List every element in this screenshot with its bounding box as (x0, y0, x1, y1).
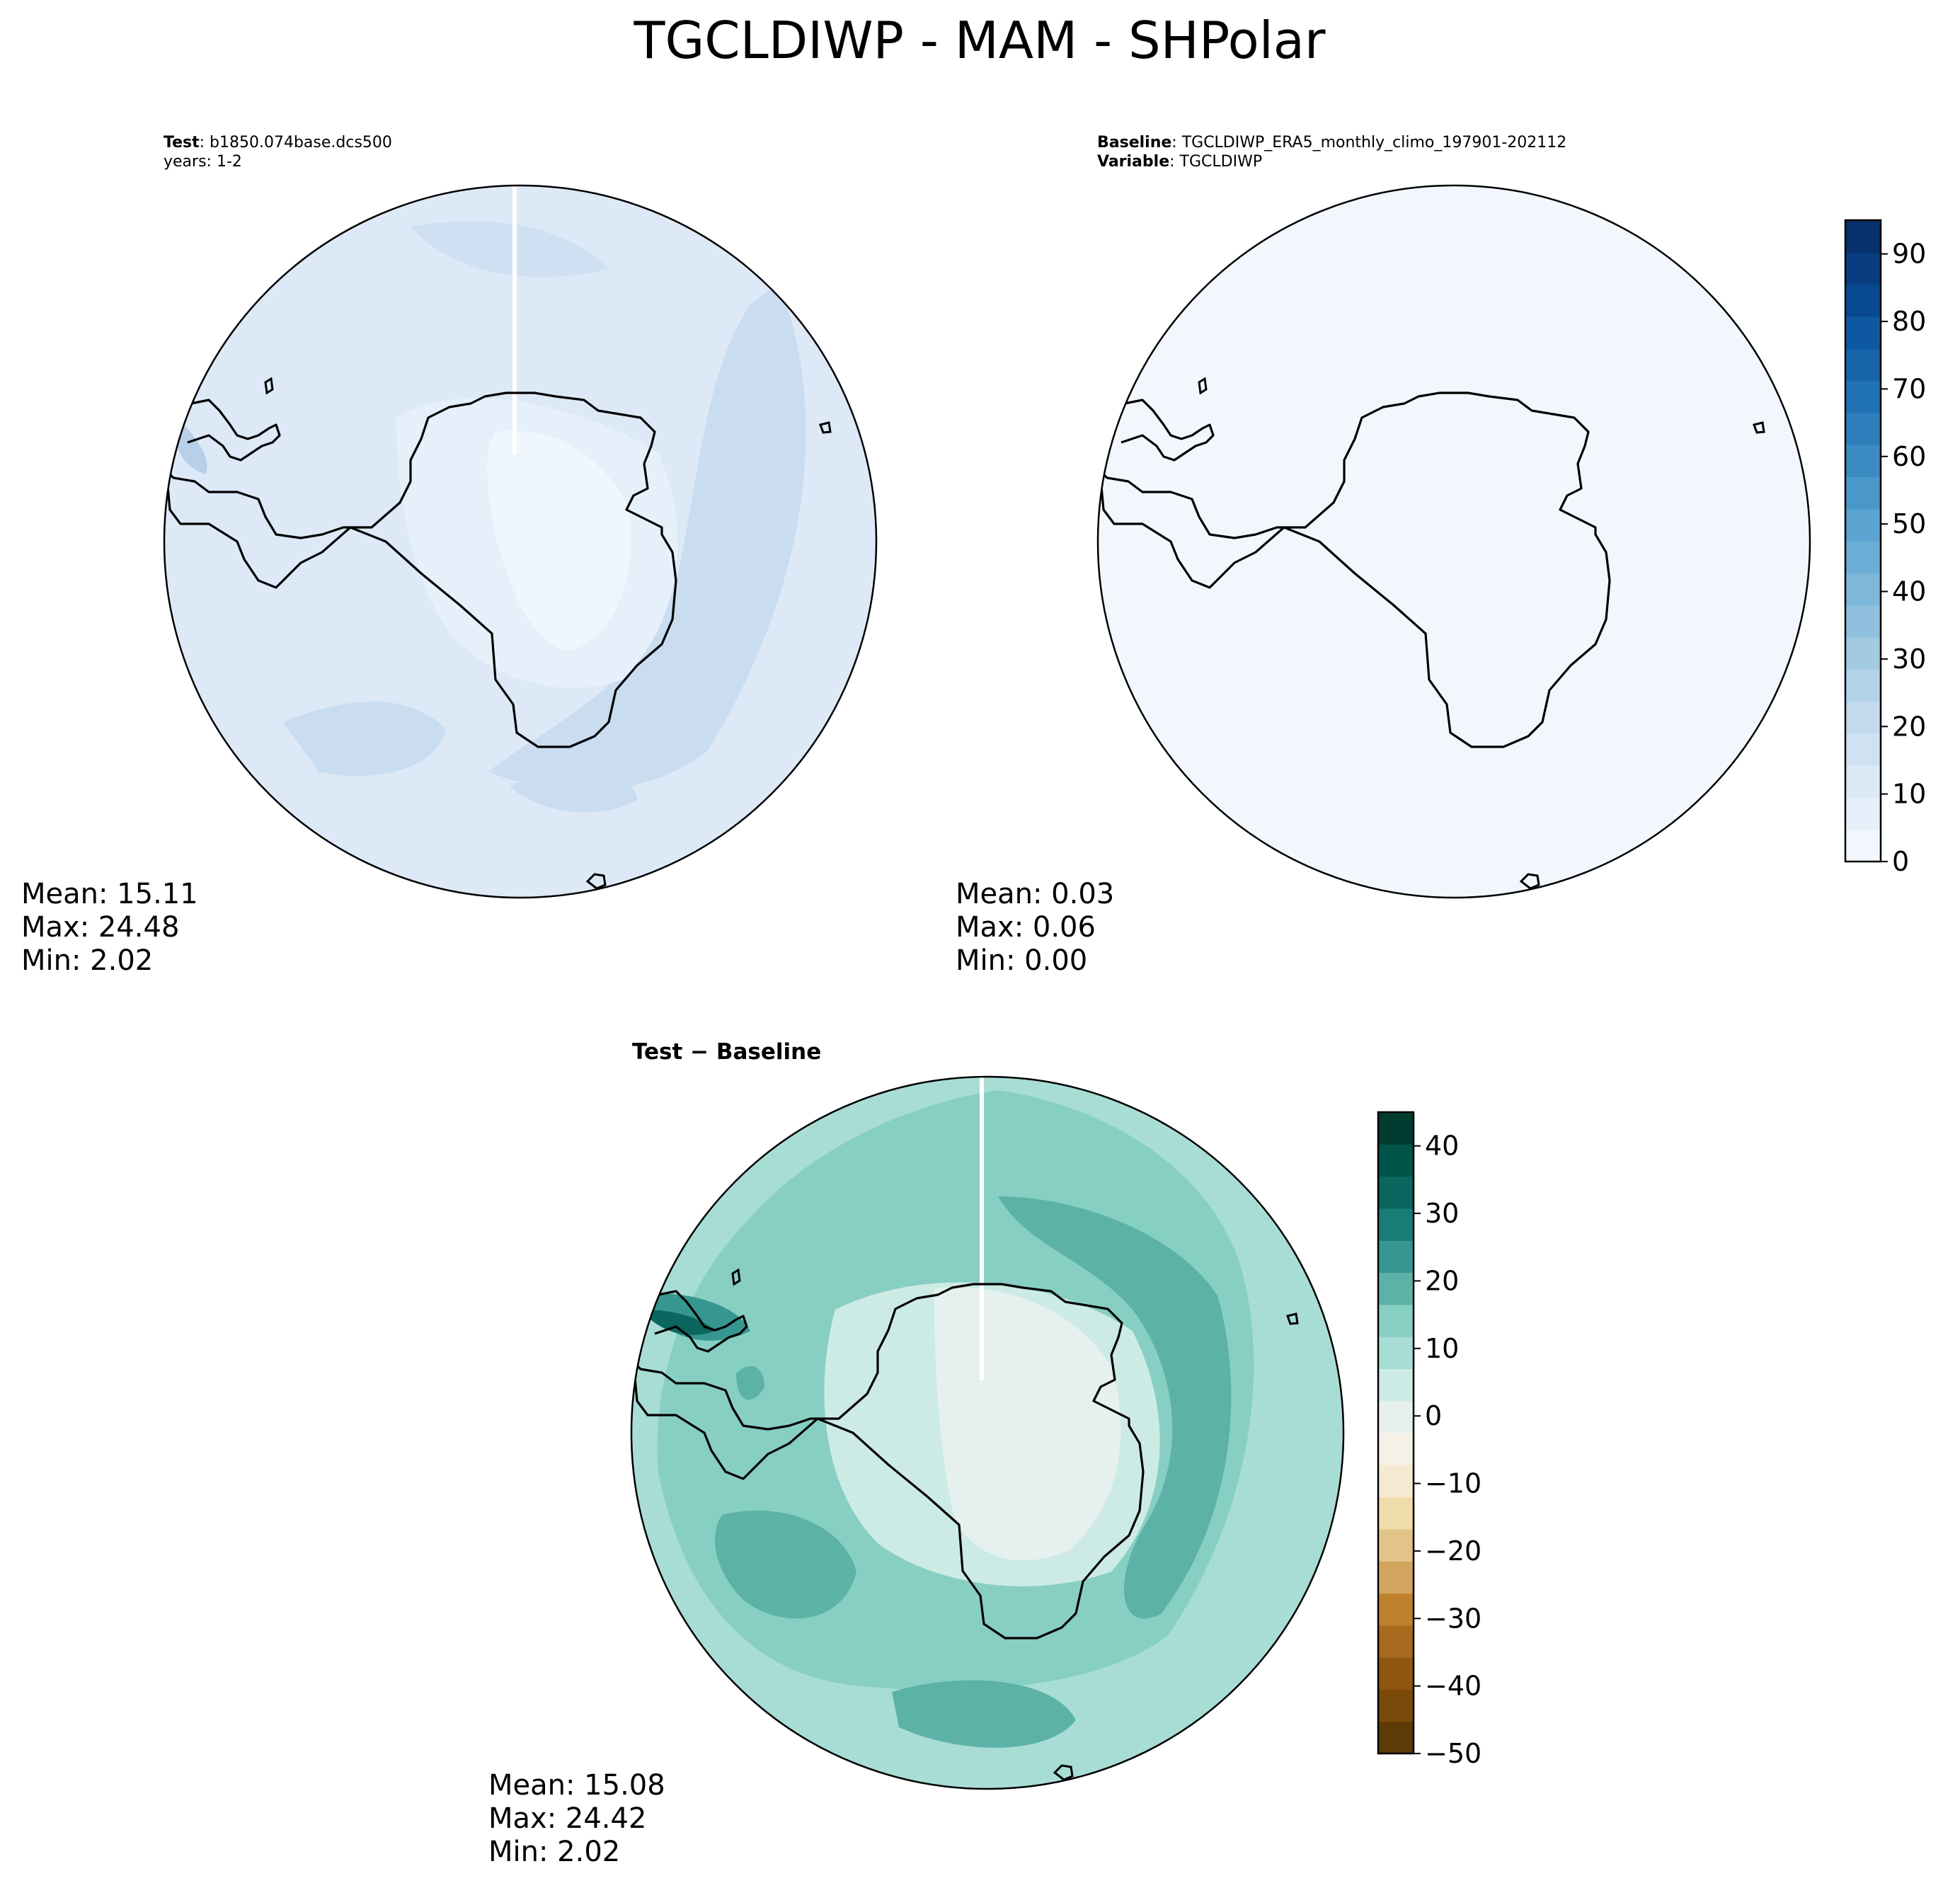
blues-colorbar-segment (1845, 476, 1881, 510)
test-sep: : (200, 134, 210, 151)
blues-colorbar-segment (1845, 348, 1881, 382)
test-years: years: 1-2 (164, 153, 242, 171)
test-label: Test (164, 134, 200, 151)
blues-colorbar-segment (1845, 541, 1881, 573)
brbg-colorbar-segment (1378, 1368, 1414, 1402)
blues-colorbar-segment (1845, 284, 1881, 317)
blues-colorbar-segment (1845, 573, 1881, 606)
test-min: Min: 2.02 (21, 944, 153, 977)
brbg-colorbar-segment (1378, 1593, 1414, 1626)
diff-header: Test − Baseline (632, 1039, 821, 1065)
diff-map (630, 1075, 1345, 1790)
blues-colorbar-segment (1845, 605, 1881, 638)
baseline-header-line1: Baseline: TGCLDIWP_ERA5_monthly_climo_19… (1097, 134, 1566, 151)
blues-colorbar-tick-label: 40 (1892, 576, 1926, 607)
baseline-variable-value: TGCLDIWP (1179, 153, 1263, 171)
brbg-colorbar-segment (1378, 1112, 1414, 1145)
diff-min: Min: 2.02 (488, 1836, 620, 1868)
brbg-colorbar-tick-label: 40 (1425, 1131, 1459, 1162)
blues-colorbar-segment (1845, 636, 1881, 670)
blues-colorbar-tick-label: 20 (1892, 711, 1926, 742)
blues-colorbar-segment (1845, 733, 1881, 766)
diff-map-fill (631, 1077, 1343, 1789)
brbg-colorbar-segment (1378, 1176, 1414, 1209)
blues-colorbar-tick-label: 10 (1892, 779, 1926, 810)
diff-max: Max: 24.42 (488, 1802, 646, 1835)
brbg-colorbar-segment (1378, 1497, 1414, 1530)
blues-colorbar-tick-label: 30 (1892, 643, 1926, 675)
figure-title: TGCLDIWP - MAM - SHPolar (634, 11, 1326, 70)
brbg-colorbar-segment (1378, 1272, 1414, 1305)
brbg-colorbar-tick-label: −30 (1425, 1603, 1482, 1634)
brbg-colorbar-segment (1378, 1657, 1414, 1690)
test-header-line1: Test: b1850.074base.dcs500 (164, 134, 392, 151)
baseline-label: Baseline (1097, 134, 1171, 151)
colorbar-blues: 0 10 20 30 40 50 60 70 80 90 (1844, 219, 1926, 877)
blues-colorbar-segment (1845, 797, 1881, 830)
baseline-max: Max: 0.06 (956, 911, 1096, 944)
blues-colorbar-segment (1845, 316, 1881, 349)
baseline-sep: : (1171, 134, 1181, 151)
brbg-colorbar-segment (1378, 1208, 1414, 1241)
baseline-variable-sep: : (1169, 153, 1179, 171)
test-mean: Mean: 15.11 (21, 878, 198, 910)
brbg-colorbar-segment (1378, 1528, 1414, 1562)
brbg-colorbar-segment (1378, 1561, 1414, 1594)
baseline-variable-label: Variable (1097, 153, 1169, 171)
brbg-colorbar-tick-label: −40 (1425, 1671, 1482, 1702)
blues-colorbar-segment (1845, 252, 1881, 285)
baseline-header-line2: Variable: TGCLDIWP (1097, 153, 1262, 171)
blues-colorbar-segment (1845, 220, 1881, 253)
blues-colorbar-tick-label: 60 (1892, 441, 1926, 472)
diff-mean: Mean: 15.08 (488, 1769, 665, 1802)
blues-colorbar-segment (1845, 508, 1881, 542)
baseline-map-fill (1098, 185, 1810, 898)
blues-colorbar-tick-label: 70 (1892, 373, 1926, 404)
blues-colorbar-segment (1845, 669, 1881, 702)
baseline-map (1096, 184, 1811, 899)
brbg-colorbar-tick-label: 20 (1425, 1265, 1459, 1296)
brbg-colorbar-segment (1378, 1433, 1414, 1465)
blues-colorbar-segment (1845, 701, 1881, 734)
baseline-case-name: TGCLDIWP_ERA5_monthly_climo_197901-20211… (1181, 134, 1567, 151)
brbg-colorbar-tick-label: −50 (1425, 1738, 1482, 1769)
test-case-name: b1850.074base.dcs500 (210, 134, 392, 151)
brbg-colorbar-tick-label: 0 (1425, 1400, 1442, 1431)
colorbar-diff: −50 −40 −30 −20 −10 0 10 20 30 40 (1377, 1111, 1482, 1769)
brbg-colorbar-tick-label: 10 (1425, 1333, 1459, 1364)
blues-colorbar-segment (1845, 829, 1881, 862)
test-map (163, 184, 878, 899)
brbg-colorbar-segment (1378, 1400, 1414, 1434)
test-map-fill (164, 185, 876, 898)
brbg-colorbar-segment (1378, 1240, 1414, 1274)
blues-colorbar-segment (1845, 765, 1881, 798)
blues-colorbar-tick-label: 90 (1892, 239, 1926, 270)
brbg-colorbar-frame (1377, 1111, 1415, 1755)
test-max: Max: 24.48 (21, 911, 179, 944)
blues-colorbar-segment (1845, 380, 1881, 413)
brbg-colorbar-segment (1378, 1144, 1414, 1177)
brbg-colorbar-segment (1378, 1625, 1414, 1658)
baseline-min: Min: 0.00 (956, 944, 1087, 977)
blues-colorbar-tick-label: 80 (1892, 306, 1926, 337)
blues-colorbar-segment (1845, 445, 1881, 477)
brbg-colorbar-tick-label: 30 (1425, 1198, 1459, 1229)
brbg-colorbar-tick-label: −20 (1425, 1535, 1482, 1567)
brbg-colorbar-segment (1378, 1689, 1414, 1722)
brbg-colorbar-segment (1378, 1721, 1414, 1754)
baseline-mean: Mean: 0.03 (956, 878, 1114, 910)
brbg-colorbar-segment (1378, 1337, 1414, 1369)
blues-colorbar-tick-label: 0 (1892, 846, 1909, 877)
brbg-colorbar-segment (1378, 1465, 1414, 1498)
blues-colorbar-segment (1845, 412, 1881, 445)
brbg-colorbar-segment (1378, 1304, 1414, 1337)
blues-colorbar-tick-label: 50 (1892, 508, 1926, 539)
brbg-colorbar-tick-label: −10 (1425, 1468, 1482, 1499)
blues-colorbar-frame (1844, 219, 1882, 863)
